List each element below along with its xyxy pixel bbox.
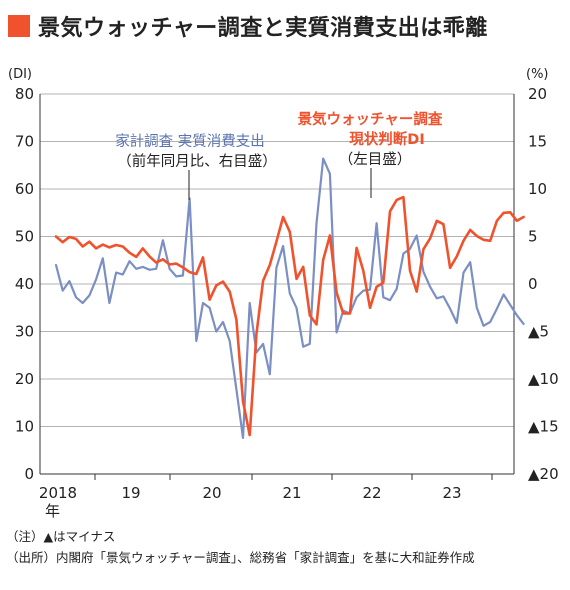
series-line-watcher-di	[54, 195, 525, 437]
left-tick-label: 70	[15, 133, 34, 151]
note-minus: （注）▲はマイナス	[6, 529, 116, 544]
left-tick-label: 20	[15, 370, 34, 388]
left-tick-label: 40	[15, 275, 34, 293]
right-tick-label: 10	[528, 180, 547, 198]
gridlines	[40, 93, 514, 427]
x-tick-label: 20	[202, 484, 221, 502]
left-tick-label: 30	[15, 323, 34, 341]
right-tick-label: 15	[528, 133, 547, 151]
right-tick-label: ▲5	[528, 323, 549, 341]
left-tick-label: 10	[15, 418, 34, 436]
series-lines	[54, 157, 525, 439]
x-tick-label: 19	[121, 484, 140, 502]
line-chart: 0 10 20 30 40 50 60 70 80 ▲20 ▲15 ▲10 ▲5 0 5 10 15 20 (DI)…	[8, 67, 559, 520]
x-tick-label: 2018	[39, 484, 77, 502]
right-tick-label: 20	[528, 85, 547, 103]
chart-title: 景気ウォッチャー調査と実質消費支出は乖離	[38, 16, 488, 41]
right-tick-label: 0	[528, 275, 538, 293]
x-tick-label: 23	[442, 484, 461, 502]
chart-notes: （注）▲はマイナス （出所）内閣府「景気ウォッチャー調査」、総務省「家計調査」を…	[6, 526, 475, 568]
right-tick-label: ▲10	[528, 370, 559, 388]
annotation-consumption-title: 家計調査 実質消費支出	[115, 132, 265, 150]
left-tick-label: 50	[15, 228, 34, 246]
axes: 0 10 20 30 40 50 60 70 80 ▲20 ▲15 ▲10 ▲5 0 5 10 15 20 (DI)…	[8, 67, 559, 520]
right-unit-label: (%)	[526, 67, 549, 82]
right-tick-label: ▲15	[528, 418, 559, 436]
annotation-watcher-axis: （左目盛）	[339, 151, 412, 168]
title-marker	[8, 15, 30, 37]
annotation-watcher-title: 景気ウォッチャー調査	[298, 110, 443, 128]
right-tick-label: ▲20	[528, 465, 559, 483]
left-unit-label: (DI)	[8, 67, 32, 82]
series-line-consumption	[54, 157, 525, 439]
chart-title-row: 景気ウォッチャー調査と実質消費支出は乖離	[8, 10, 488, 42]
x-tick-label: 22	[362, 484, 381, 502]
left-tick-label: 80	[15, 85, 34, 103]
x-year-suffix: 年	[45, 502, 60, 520]
left-tick-label: 0	[24, 465, 34, 483]
annotation-consumption-sub: （前年同月比、右目盛）	[117, 153, 277, 170]
right-tick-label: 5	[528, 228, 538, 246]
left-tick-label: 60	[15, 180, 34, 198]
annotation-watcher-sub: 現状判断DI	[349, 130, 424, 148]
x-tick-label: 21	[282, 484, 301, 502]
note-source: （出所）内閣府「景気ウォッチャー調査」、総務省「家計調査」を基に大和証券作成	[6, 550, 475, 565]
